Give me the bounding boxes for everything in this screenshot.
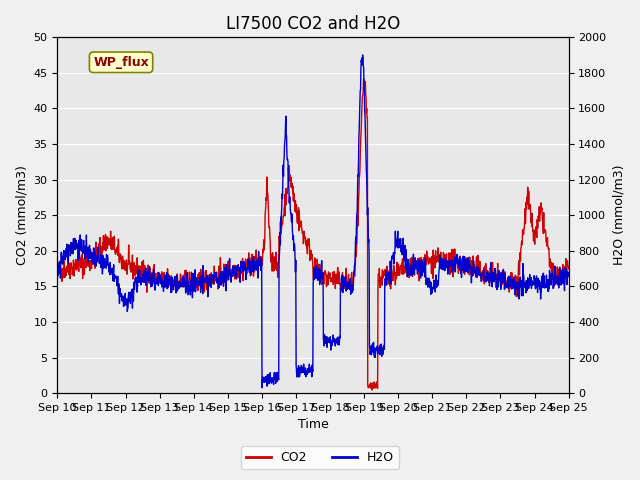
CO2: [54, 266, 61, 272]
X-axis label: Time: Time: [298, 419, 328, 432]
CO2: [360, 76, 367, 82]
CO2: [564, 266, 572, 272]
CO2: [344, 273, 352, 278]
H2O: [291, 241, 298, 247]
CO2: [271, 254, 278, 260]
CO2: [114, 242, 122, 248]
CO2: [369, 387, 376, 393]
H2O: [93, 259, 101, 264]
Text: WP_flux: WP_flux: [93, 56, 149, 69]
H2O: [282, 134, 289, 140]
Legend: CO2, H2O: CO2, H2O: [241, 446, 399, 469]
Y-axis label: CO2 (mmol/m3): CO2 (mmol/m3): [15, 165, 28, 265]
CO2: [93, 252, 101, 258]
Line: CO2: CO2: [58, 79, 568, 390]
H2O: [359, 52, 367, 58]
H2O: [564, 271, 572, 276]
H2O: [345, 281, 353, 287]
CO2: [281, 192, 289, 198]
H2O: [54, 264, 61, 269]
CO2: [290, 192, 298, 198]
H2O: [114, 274, 122, 279]
Y-axis label: H2O (mmol/m3): H2O (mmol/m3): [612, 165, 625, 265]
Line: H2O: H2O: [58, 55, 568, 388]
Title: LI7500 CO2 and H2O: LI7500 CO2 and H2O: [226, 15, 400, 33]
H2O: [258, 385, 266, 391]
H2O: [271, 376, 278, 382]
